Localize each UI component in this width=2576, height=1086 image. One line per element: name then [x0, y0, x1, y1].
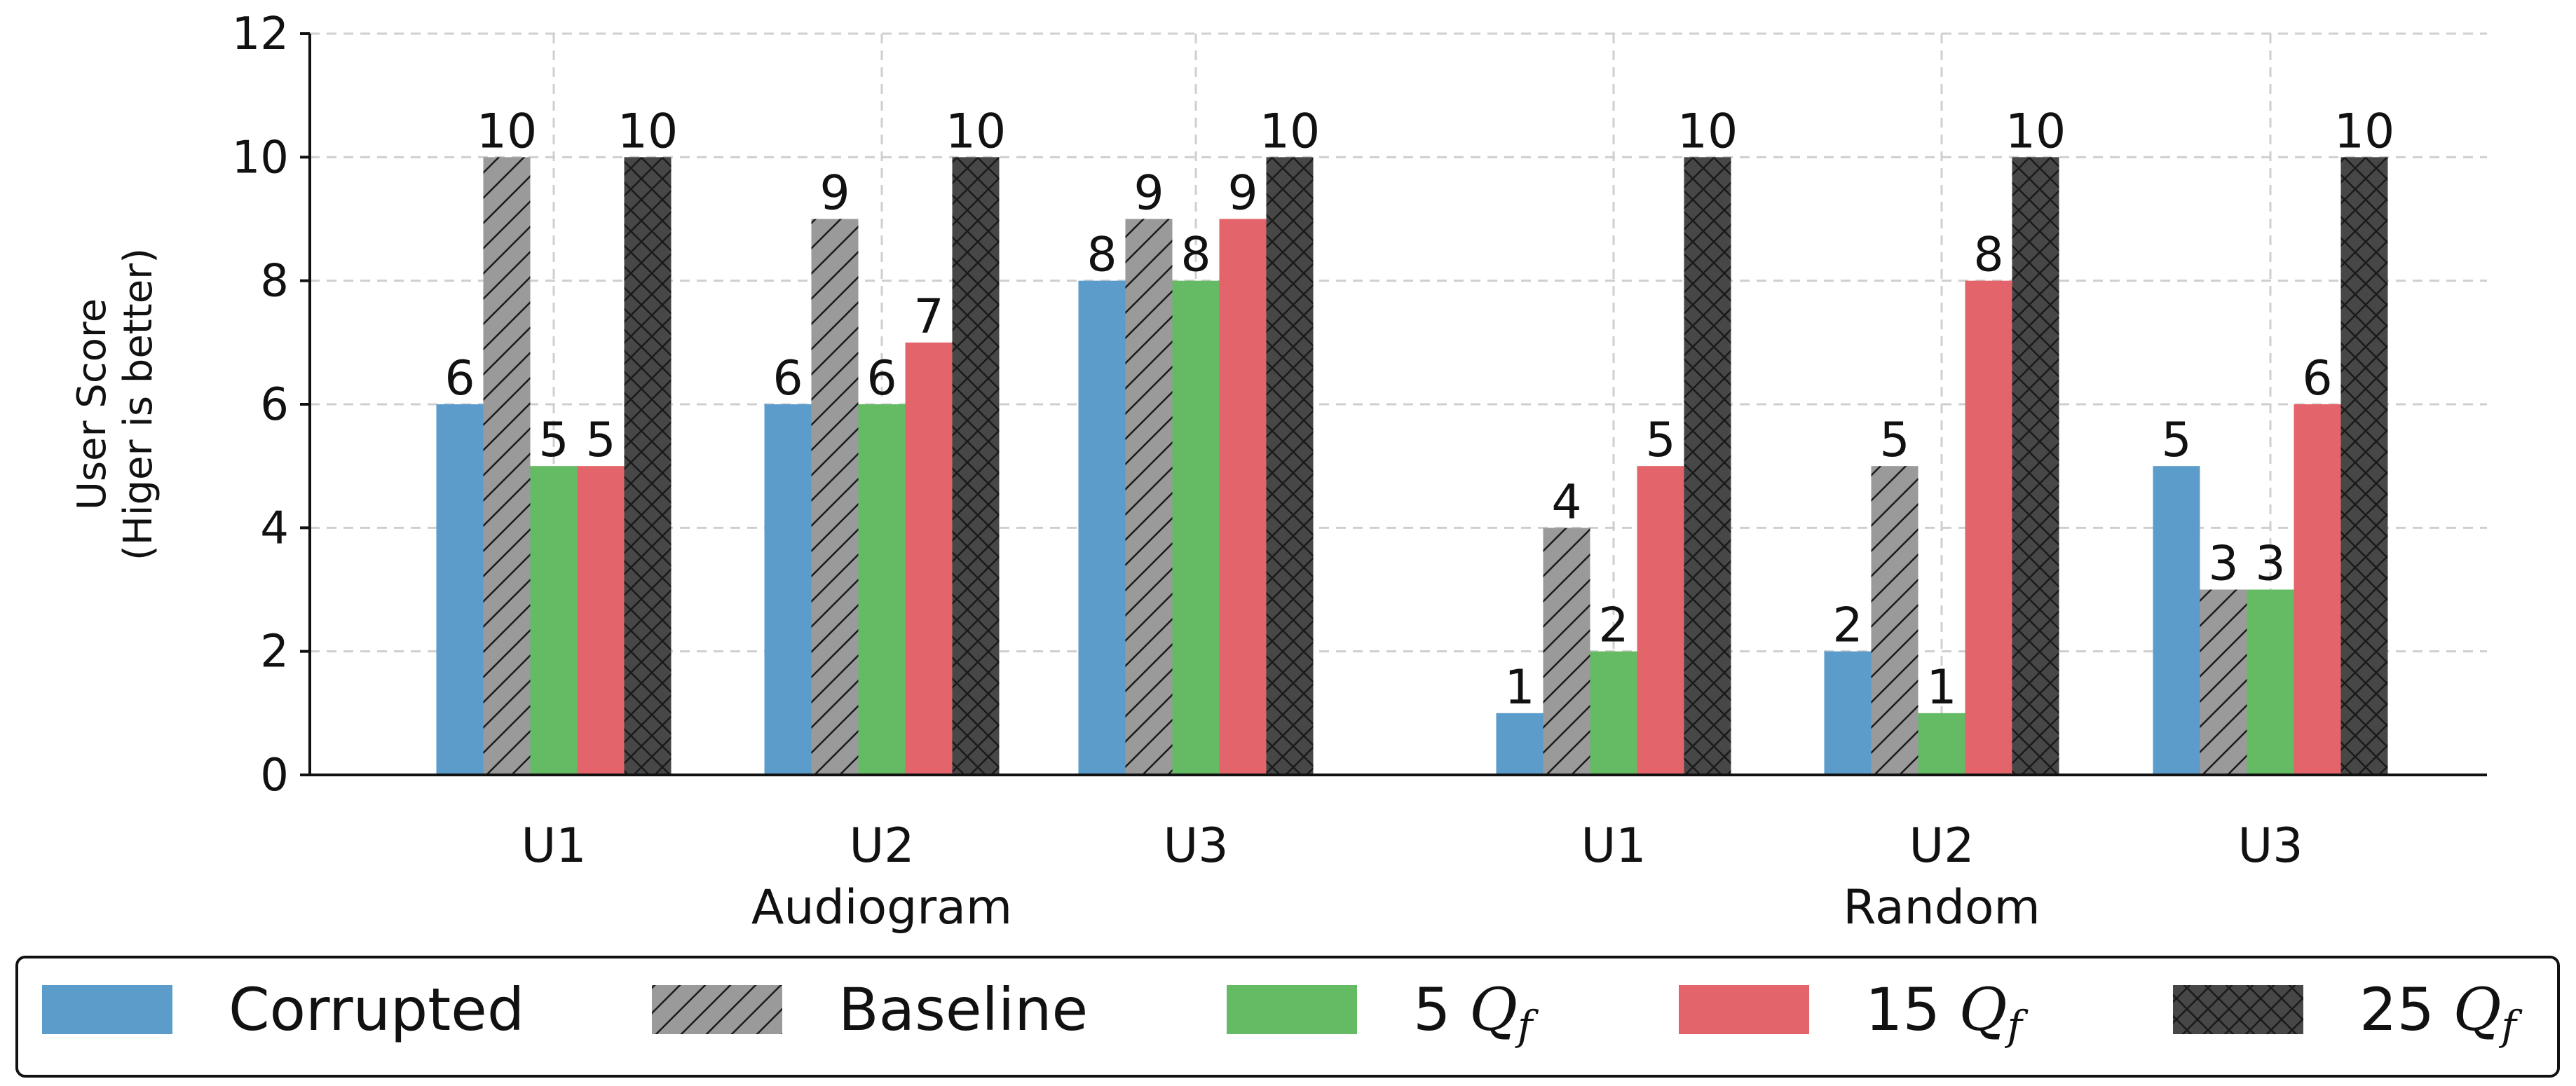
bar-5-qf — [858, 404, 906, 775]
legend-swatch — [1679, 985, 1809, 1034]
data-label: 10 — [2005, 104, 2066, 159]
bar-baseline — [2200, 589, 2247, 775]
data-label: 9 — [1133, 166, 1164, 221]
legend-swatch — [652, 985, 782, 1034]
data-label: 5 — [585, 413, 615, 468]
group-label: Audiogram — [751, 880, 1012, 935]
data-label: 6 — [444, 351, 475, 406]
bar-5-qf — [1918, 713, 1965, 775]
data-label: 1 — [1926, 660, 1956, 715]
legend-entry: Corrupted — [229, 975, 524, 1044]
grid-lines — [310, 32, 2487, 775]
data-label: 3 — [2208, 537, 2238, 592]
y-tick-label: 6 — [260, 379, 289, 431]
data-label: 9 — [1227, 166, 1258, 221]
data-label: 8 — [1086, 228, 1117, 283]
x-tick-label: U1 — [1581, 818, 1646, 874]
data-label: 5 — [1645, 413, 1675, 468]
bar-15-qf — [1637, 466, 1684, 775]
data-label: 6 — [772, 351, 803, 406]
y-tick-label: 8 — [260, 256, 289, 308]
data-label: 10 — [2334, 104, 2395, 159]
y-tick-label: 2 — [260, 626, 289, 678]
bar-5-qf — [1590, 651, 1637, 775]
legend: Corrupted Baseline 5 Qf 15 Qf 25 Qf — [15, 956, 2560, 1078]
bar-corrupted — [2153, 466, 2200, 775]
bar-baseline — [483, 157, 531, 776]
legend-entry: 25 Qf — [2359, 975, 2523, 1050]
group-label: Random — [1843, 880, 2040, 935]
data-label: 5 — [1879, 413, 1909, 468]
data-label: 5 — [2161, 413, 2191, 468]
bar-5-qf — [2247, 589, 2294, 775]
data-label: 1 — [1504, 660, 1534, 715]
data-label: 10 — [1260, 104, 1321, 159]
bar-baseline — [1125, 219, 1173, 775]
x-tick-label: U2 — [1909, 818, 1974, 874]
legend-swatch — [2173, 985, 2303, 1034]
data-label: 3 — [2255, 537, 2285, 592]
data-label: 9 — [819, 166, 850, 221]
x-tick-label: U3 — [1163, 818, 1228, 874]
bar-corrupted — [1078, 280, 1126, 776]
bar-25-qf — [2012, 157, 2059, 776]
bar-corrupted — [436, 404, 484, 775]
data-label: 10 — [477, 104, 538, 159]
data-label: 7 — [913, 289, 943, 345]
bar-baseline — [1543, 528, 1590, 775]
y-axis-title: User Score(Higer is better) — [69, 248, 161, 561]
y-axis-label: User Score(Higer is better) — [69, 248, 161, 561]
bar-corrupted — [1824, 651, 1872, 775]
bar-corrupted — [764, 404, 812, 775]
legend-entry: 15 Qf — [1865, 975, 2029, 1050]
bars — [436, 157, 2388, 776]
data-label: 2 — [1832, 598, 1862, 654]
data-label: 8 — [1973, 228, 2003, 283]
legend-swatch — [42, 985, 172, 1034]
data-label: 6 — [2302, 351, 2332, 406]
x-tick-label: U2 — [849, 818, 914, 874]
bar-15-qf — [1965, 280, 2012, 776]
bar-baseline — [1871, 466, 1919, 775]
y-tick-label: 12 — [232, 8, 289, 60]
x-tick-label: U1 — [521, 818, 586, 874]
data-label: 8 — [1180, 228, 1211, 283]
data-label: 4 — [1551, 474, 1581, 530]
bar-corrupted — [1496, 713, 1543, 775]
bar-baseline — [811, 219, 859, 775]
bar-25-qf — [1266, 157, 1314, 776]
bar-5-qf — [1172, 280, 1220, 776]
bar-5-qf — [530, 466, 578, 775]
bar-25-qf — [2340, 157, 2388, 776]
y-tick-label: 4 — [260, 502, 289, 554]
bar-25-qf — [952, 157, 1000, 776]
bar-25-qf — [1684, 157, 1731, 776]
y-tick-label: 0 — [260, 750, 289, 802]
bar-25-qf — [624, 157, 672, 776]
legend-entry: 5 Qf — [1413, 975, 1539, 1050]
legend-swatch — [1227, 985, 1357, 1034]
data-label: 6 — [866, 351, 897, 406]
y-tick-label: 10 — [232, 132, 289, 184]
axes — [300, 32, 2487, 776]
data-label: 2 — [1598, 598, 1628, 654]
legend-entry: Baseline — [838, 975, 1088, 1044]
bar-15-qf — [2294, 404, 2341, 775]
data-label: 5 — [538, 413, 568, 468]
data-label: 10 — [946, 104, 1007, 159]
bar-15-qf — [577, 466, 625, 775]
data-label: 10 — [618, 104, 679, 159]
data-label: 10 — [1677, 104, 1738, 159]
bar-15-qf — [1219, 219, 1267, 775]
x-tick-label: U3 — [2237, 818, 2303, 874]
bar-15-qf — [905, 342, 953, 775]
